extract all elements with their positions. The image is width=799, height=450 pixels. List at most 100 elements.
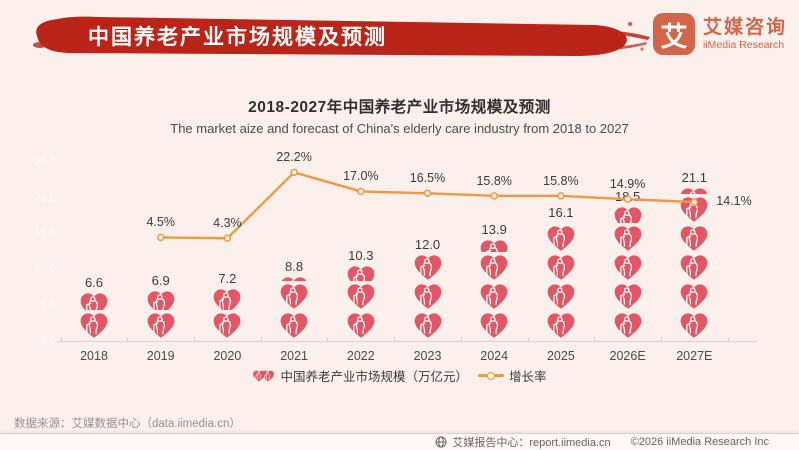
growth-point — [423, 189, 432, 197]
brush-stroke-graphic — [33, 16, 650, 56]
bar-2027E — [675, 187, 713, 339]
x-axis-tick — [527, 337, 529, 341]
growth-point — [156, 233, 165, 242]
report-center-text: 艾媒报告中心：report.iimedia.cn — [452, 437, 611, 449]
bar-value-label: 10.3 — [348, 248, 374, 264]
bar-2018 — [75, 292, 113, 339]
heart-icon-partial — [142, 290, 180, 310]
heart-elder-icon — [275, 283, 313, 310]
bar-2026E — [609, 206, 647, 339]
bar-value-label: 8.8 — [285, 258, 304, 274]
heart-elder-icon — [609, 312, 647, 339]
x-axis-tick — [660, 337, 662, 341]
legend-item-growth-rate: 增长率 — [478, 366, 547, 385]
footer-bar: 艾媒报告中心：report.iimedia.cn ©2026 iiMedia R… — [0, 433, 799, 450]
iimedia-logo-icon: 艾 — [652, 13, 695, 55]
heart-icon-partial — [542, 222, 580, 223]
growth-rate-label: 14.9% — [609, 177, 646, 192]
bar-value-label: 12.0 — [414, 237, 441, 252]
x-axis-tick — [327, 337, 329, 341]
growth-point — [290, 168, 298, 177]
line-legend-icon — [478, 371, 504, 380]
x-axis-label: 2026E — [609, 349, 646, 363]
heart-elder-icon — [342, 312, 380, 339]
heart-elder-icon — [675, 254, 713, 281]
growth-rate-label: 4.5% — [146, 215, 175, 230]
x-axis-line — [57, 341, 757, 342]
y-axis-tick-label: 25.0 — [34, 155, 56, 168]
growth-point — [357, 187, 365, 196]
growth-point — [223, 234, 232, 242]
heart-elder-icon — [609, 225, 647, 252]
chart-legend: 中国养老产业市场规模（万亿元） 增长率 — [0, 366, 799, 385]
x-axis-label: 2024 — [480, 349, 509, 363]
heart-icon-partial — [342, 265, 380, 281]
bar-2020 — [208, 288, 246, 339]
heart-elder-icon — [675, 196, 713, 223]
bar-value-label: 6.6 — [84, 275, 104, 291]
heart-icon-partial — [675, 187, 713, 194]
iimedia-logo: 艾 艾媒咨询 iiMedia Research — [652, 13, 787, 55]
heart-elder-icon — [609, 283, 647, 310]
heart-elder-icon — [75, 312, 113, 339]
bar-2023 — [409, 254, 447, 339]
growth-rate-label: 14.1% — [716, 194, 752, 209]
bar-2022 — [342, 265, 380, 339]
heart-legend-icon — [252, 370, 275, 382]
x-axis-tick — [727, 337, 729, 341]
legend-item-market-size: 中国养老产业市场规模（万亿元） — [252, 366, 468, 385]
x-axis-label: 2018 — [80, 349, 108, 363]
x-axis-label: 2020 — [213, 349, 242, 363]
heart-elder-icon — [675, 225, 713, 252]
heart-icon-partial — [475, 239, 513, 252]
growth-point — [490, 192, 498, 200]
bar-value-label: 18.5 — [614, 189, 641, 205]
heart-elder-icon — [475, 312, 513, 339]
heart-elder-icon — [675, 283, 713, 310]
x-axis-tick — [460, 337, 462, 341]
x-axis-tick — [60, 337, 62, 341]
chart-title: 2018-2027年中国养老产业市场规模及预测 — [248, 99, 551, 116]
chart-subtitle: The market aize and forecast of China's … — [170, 121, 629, 136]
x-axis-label: 2027E — [676, 349, 713, 363]
y-axis-tick-label: 20.0 — [34, 191, 56, 204]
x-axis-tick — [194, 337, 196, 341]
heart-elder-icon — [409, 312, 447, 339]
legend-label-growth-rate: 增长率 — [509, 370, 547, 384]
heart-elder-icon — [542, 225, 580, 252]
y-axis-tick-label: 0.0 — [40, 335, 56, 347]
heart-icon-partial — [208, 288, 246, 310]
heart-elder-icon — [208, 312, 246, 339]
bar-value-label: 7.2 — [218, 271, 237, 287]
legend-label-market-size: 中国养老产业市场规模（万亿元） — [280, 370, 468, 384]
y-axis-tick-label: 5.0 — [40, 299, 56, 312]
heart-elder-icon — [675, 312, 713, 339]
logo-name-en: iiMedia Research — [702, 38, 785, 51]
bar-2024 — [475, 239, 513, 339]
x-axis-label: 2025 — [546, 349, 575, 363]
heart-elder-icon — [409, 254, 447, 281]
bar-value-label: 13.9 — [481, 222, 507, 238]
heart-elder-icon — [275, 312, 313, 339]
heart-elder-icon — [542, 283, 580, 310]
growth-point — [557, 192, 565, 200]
heart-icon-partial — [609, 206, 647, 223]
x-axis-label: 2019 — [146, 349, 175, 363]
growth-rate-label: 16.5% — [409, 171, 446, 186]
heart-icon-partial — [75, 292, 113, 310]
data-source-note: 数据来源：艾媒数据中心（data.iimedia.cn） — [14, 418, 241, 430]
x-axis-tick — [394, 337, 396, 341]
heart-elder-icon — [475, 283, 513, 310]
report-center-link[interactable]: 艾媒报告中心：report.iimedia.cn — [435, 434, 611, 450]
bar-value-label: 6.9 — [151, 273, 170, 289]
x-axis-label: 2022 — [346, 349, 375, 363]
heart-elder-icon — [409, 283, 447, 310]
bar-value-label: 16.1 — [548, 205, 574, 221]
heart-elder-icon — [142, 312, 180, 339]
bar-2025 — [542, 222, 580, 339]
growth-rate-label: 22.2% — [276, 150, 312, 165]
growth-rate-label: 17.0% — [343, 169, 379, 184]
heart-elder-icon — [609, 254, 647, 281]
logo-name-cn: 艾媒咨询 — [702, 17, 787, 39]
